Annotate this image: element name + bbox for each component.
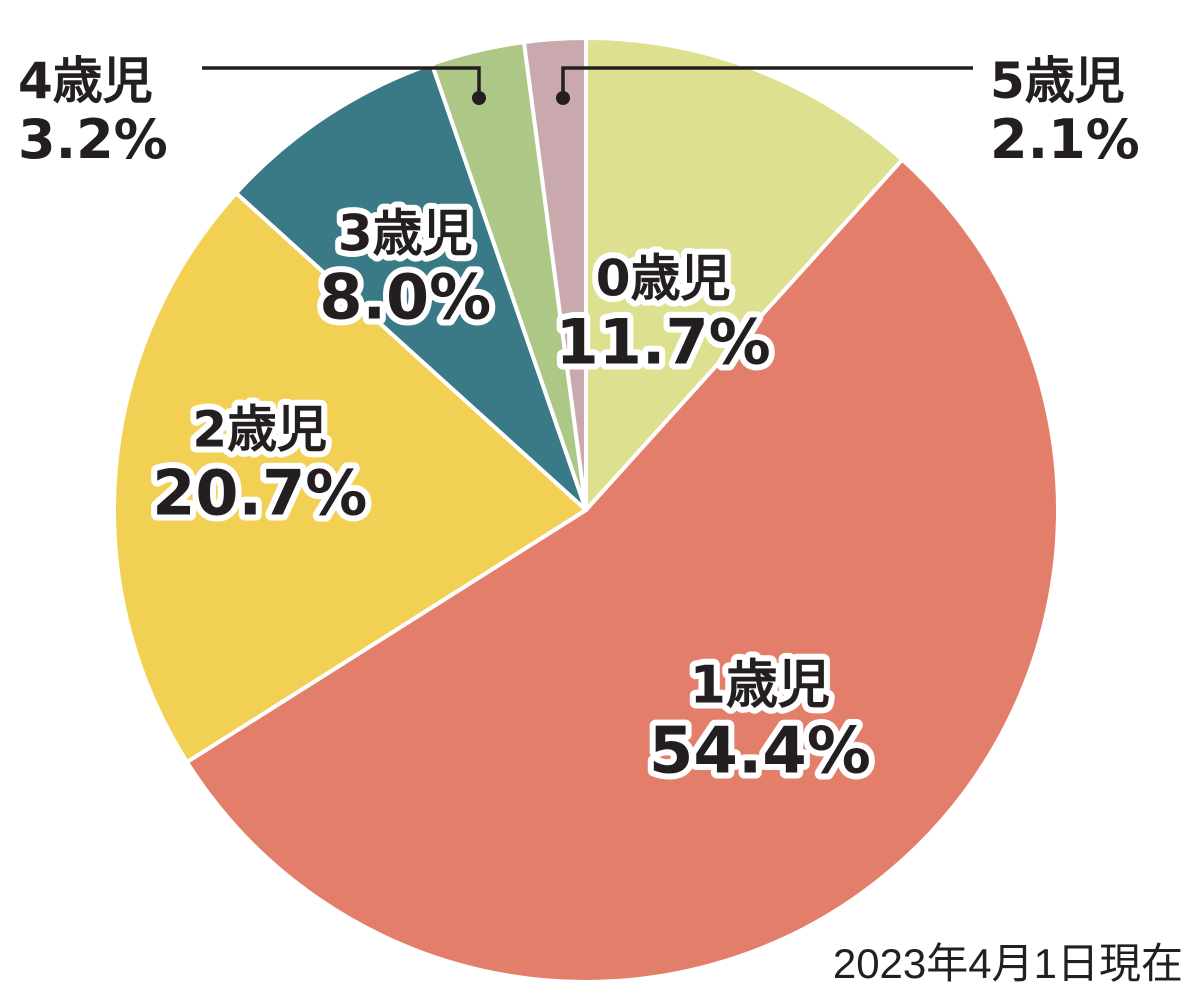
as-of-date-note: 2023年4月1日現在: [833, 940, 1183, 987]
slice-label-5: 5歳児: [990, 52, 1125, 110]
slice-value-label-0: 11.7%: [556, 305, 771, 378]
pie-slice-2: [112, 191, 588, 765]
leader-dot-5: [556, 91, 570, 105]
slice-value-label-5: 2.1%: [990, 108, 1140, 171]
slice-label-3: 3歳児: [338, 204, 473, 262]
leader-line-5: [561, 66, 973, 98]
pie-slices: [112, 35, 1061, 984]
slice-value-label-1: 54.4%: [649, 715, 871, 789]
slice-value-label-2: 20.7%: [152, 456, 367, 529]
slice-value-label-3: 8.0%: [319, 260, 491, 333]
slice-label-4: 4歳児: [18, 52, 153, 110]
pie-slice-1: [184, 157, 1061, 984]
leader-line-4: [202, 66, 481, 98]
pie-slice-5: [521, 35, 588, 512]
leader-dot-4: [472, 91, 486, 105]
slice-label-0: 0歳児: [596, 249, 731, 307]
leader-lines: [202, 66, 973, 105]
slice-value-label-4: 3.2%: [18, 108, 168, 171]
slice-label-1: 1歳児: [690, 656, 830, 716]
slice-label-2: 2歳児: [192, 400, 327, 458]
